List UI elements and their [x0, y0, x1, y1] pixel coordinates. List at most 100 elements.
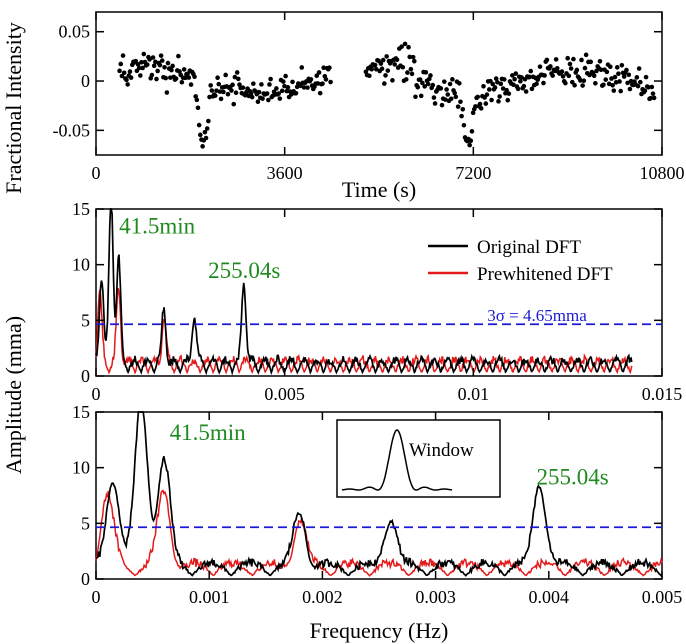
data-point	[483, 101, 489, 106]
data-point	[500, 86, 506, 91]
data-point	[321, 65, 326, 71]
data-point	[601, 82, 606, 88]
data-point	[643, 74, 649, 80]
series-line-original	[95, 208, 633, 376]
data-point	[610, 82, 615, 88]
data-point	[135, 62, 141, 67]
full-dft-series	[95, 208, 633, 376]
data-point	[554, 65, 560, 71]
data-point	[327, 65, 332, 71]
data-point	[420, 80, 425, 86]
data-point	[490, 81, 496, 87]
data-point	[203, 135, 209, 141]
data-point	[422, 84, 427, 89]
zoom-dft-yticks: 0 5 10 15	[72, 402, 662, 589]
data-point	[209, 88, 215, 93]
data-point	[266, 97, 271, 103]
data-point	[299, 65, 305, 70]
data-point	[606, 81, 612, 87]
light-curve-yticks: -0.05 0 0.05	[53, 22, 662, 140]
data-point	[569, 79, 575, 85]
data-point	[515, 86, 521, 92]
data-point	[231, 101, 237, 107]
data-point	[320, 81, 325, 87]
data-point	[202, 129, 208, 135]
data-point	[603, 77, 609, 82]
legend-label-original: Original DFT	[477, 237, 581, 258]
light-curve-points	[117, 41, 657, 149]
data-point	[529, 86, 535, 92]
data-point	[486, 87, 492, 92]
data-point	[234, 70, 240, 75]
data-point	[136, 65, 142, 71]
data-point	[588, 59, 594, 65]
data-point	[305, 85, 310, 90]
data-point	[268, 76, 273, 82]
data-point	[484, 92, 490, 97]
data-point	[443, 97, 448, 102]
full-dft-panel: 3σ = 4.65mma 41.5min 255.04s Original DF…	[72, 199, 682, 404]
data-point	[612, 74, 618, 80]
data-point	[527, 74, 532, 80]
data-point	[276, 91, 281, 96]
data-point	[591, 73, 597, 79]
data-point	[264, 91, 270, 96]
data-point	[281, 79, 286, 84]
data-point	[155, 68, 160, 74]
data-point	[580, 83, 585, 88]
data-point	[165, 60, 171, 66]
data-point	[572, 82, 577, 88]
data-point	[567, 61, 573, 67]
data-point	[496, 99, 501, 104]
data-point	[489, 97, 494, 103]
xtick-label: 0.005	[264, 384, 305, 404]
data-point	[604, 69, 610, 75]
xtick-label: 0.01	[458, 384, 490, 404]
data-point	[582, 65, 588, 71]
data-point	[207, 94, 212, 100]
data-point	[149, 72, 155, 78]
data-point	[504, 87, 509, 93]
data-point	[407, 54, 413, 60]
data-point	[267, 82, 272, 87]
annotation-255-04s: 255.04s	[208, 258, 280, 283]
data-point	[430, 82, 436, 88]
data-point	[392, 62, 398, 67]
data-point	[277, 96, 283, 101]
legend: Original DFT Prewhitened DFT	[428, 237, 613, 285]
data-point	[456, 81, 462, 86]
data-point	[467, 142, 472, 148]
xtick-label: 0.004	[529, 587, 570, 607]
data-point	[308, 77, 314, 82]
data-point	[597, 58, 603, 64]
data-point	[492, 85, 498, 90]
data-point	[458, 99, 463, 105]
data-point	[128, 75, 134, 80]
data-point	[153, 59, 158, 65]
data-point	[256, 89, 262, 95]
light-curve-xticks: 0 3600 7200 10800	[92, 12, 685, 183]
data-point	[481, 83, 486, 89]
series-line-prewhitened	[95, 288, 633, 375]
data-point	[593, 80, 598, 86]
data-point	[625, 80, 630, 86]
data-point	[512, 76, 517, 82]
data-point	[619, 63, 625, 68]
data-point	[423, 70, 429, 75]
data-point	[151, 63, 157, 69]
ytick-label: 5	[81, 513, 90, 533]
ytick-label: -0.05	[53, 120, 91, 140]
data-point	[469, 129, 475, 134]
data-point	[412, 58, 417, 64]
data-point	[323, 77, 329, 82]
data-point	[523, 89, 529, 94]
data-point	[369, 67, 374, 72]
data-point	[431, 95, 437, 100]
data-point	[314, 73, 320, 78]
ytick-label: 5	[81, 310, 90, 330]
data-point	[170, 63, 175, 69]
data-point	[521, 83, 527, 89]
data-point	[410, 54, 416, 60]
data-point	[255, 99, 261, 105]
